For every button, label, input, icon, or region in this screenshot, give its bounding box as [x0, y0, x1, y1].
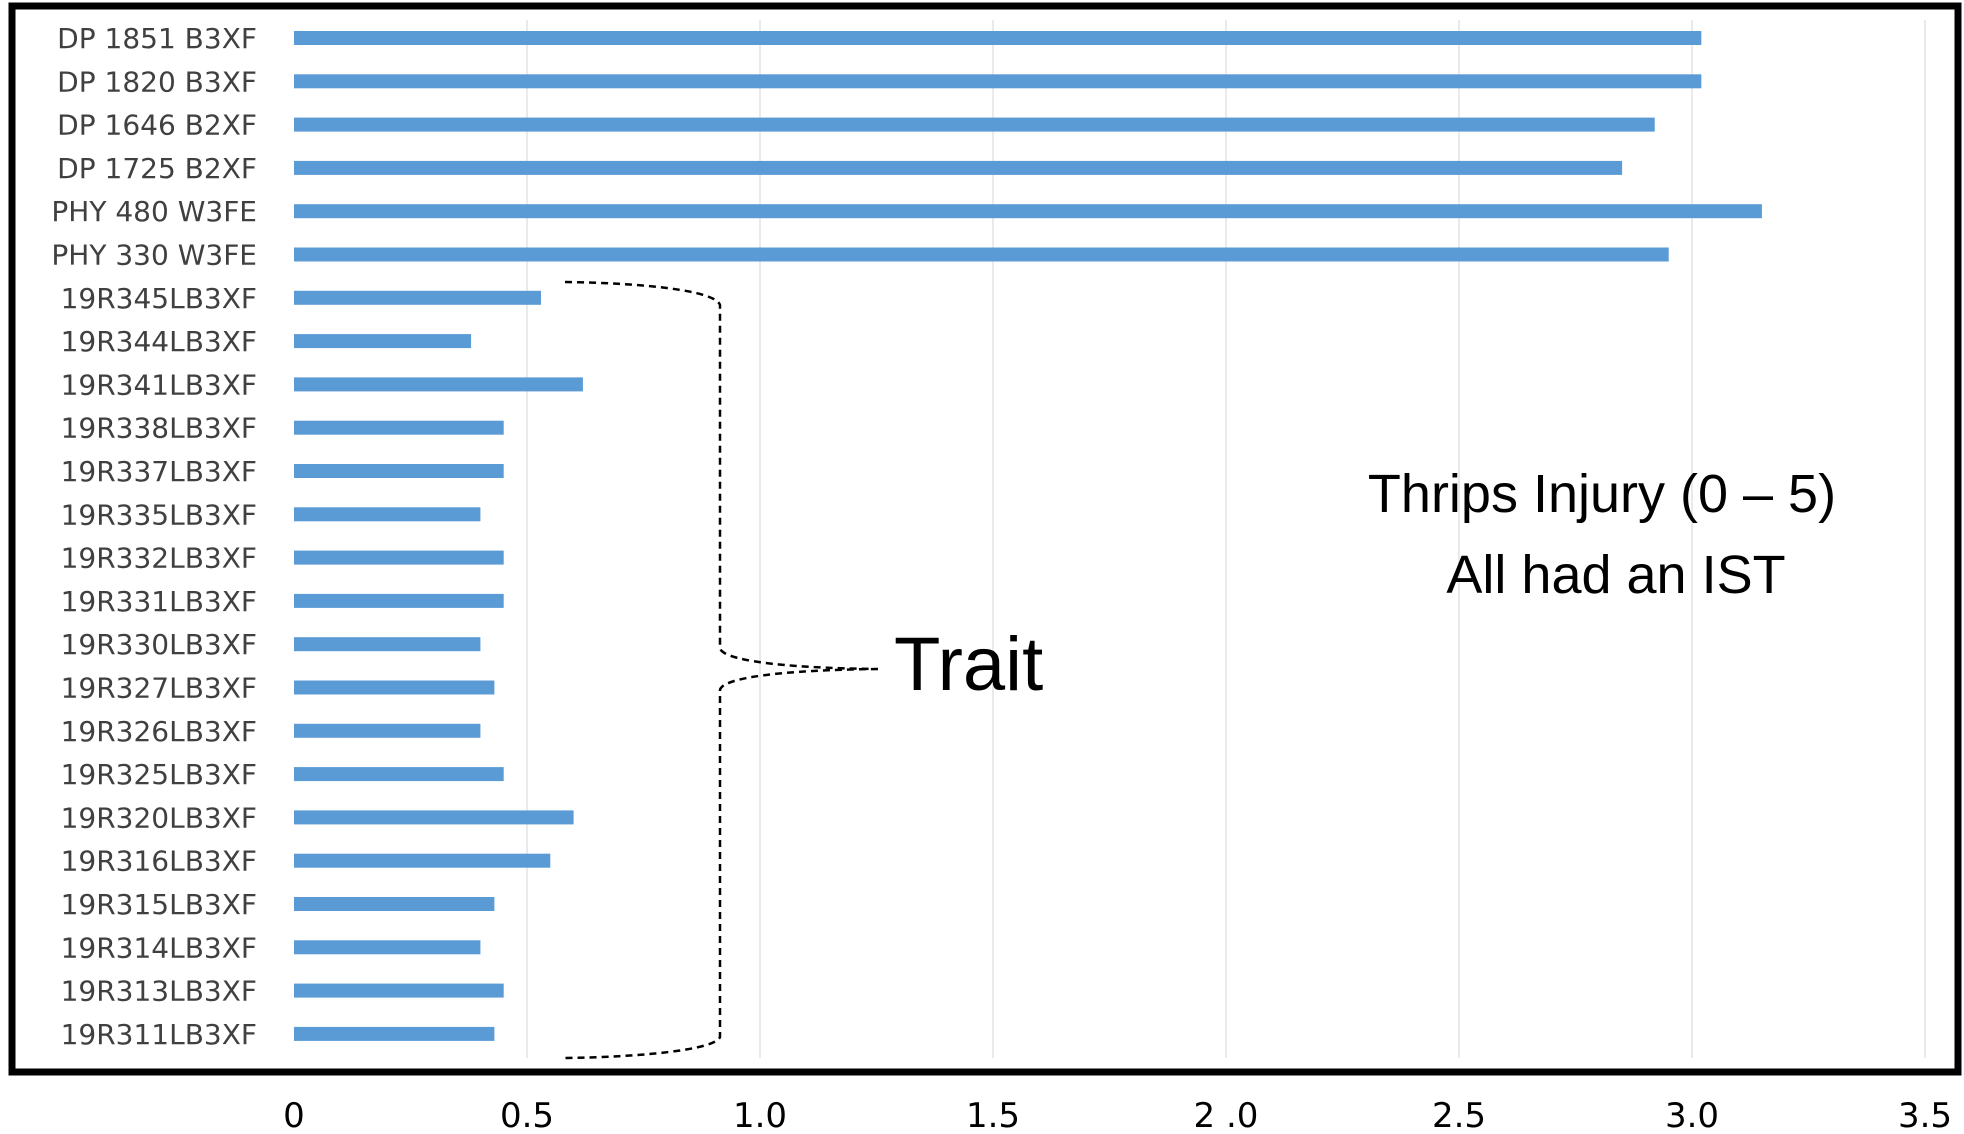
bar	[294, 377, 583, 392]
bars	[294, 31, 1762, 1041]
category-label: DP 1851 B3XF	[57, 22, 257, 55]
bar	[294, 593, 504, 608]
bar	[294, 1026, 495, 1041]
x-tick-label: 3.5	[1898, 1096, 1952, 1134]
x-tick-label: 3.0	[1665, 1096, 1719, 1134]
category-label: 19R325LB3XF	[61, 758, 257, 791]
bar	[294, 464, 504, 478]
bar	[294, 247, 1669, 262]
brace-label: Trait	[894, 622, 1043, 707]
bar	[294, 204, 1762, 219]
category-label: 19R337LB3XF	[61, 455, 257, 488]
category-label: 19R326LB3XF	[61, 715, 257, 748]
bar	[294, 160, 1623, 175]
x-tick-labels: 0 0.5 1.0 1.5 2 .0 2.5 3.0 3.5	[283, 1096, 1952, 1134]
annotation-line-1: Thrips Injury (0 – 5)	[1368, 464, 1836, 524]
bar	[294, 723, 481, 738]
category-label: 19R314LB3XF	[61, 931, 257, 964]
category-labels: DP 1851 B3XF DP 1820 B3XF DP 1646 B2XF DP 1…	[51, 22, 257, 1051]
category-label: 19R335LB3XF	[61, 498, 257, 531]
x-tick-label: 1.0	[733, 1096, 787, 1134]
bar	[294, 983, 504, 998]
x-tick-label: 2.5	[1432, 1096, 1486, 1134]
bar	[294, 810, 574, 825]
bar	[294, 507, 481, 522]
annotation-line-2: All had an IST	[1446, 545, 1785, 605]
x-tick-label: 2 .0	[1194, 1096, 1259, 1134]
bar	[294, 74, 1702, 89]
category-label: 19R330LB3XF	[61, 628, 257, 661]
category-label: 19R327LB3XF	[61, 672, 257, 705]
category-label: 19R345LB3XF	[61, 282, 257, 315]
category-label: 19R313LB3XF	[61, 975, 257, 1008]
category-label: 19R315LB3XF	[61, 888, 257, 921]
category-label: 19R341LB3XF	[61, 368, 257, 401]
category-label: 19R311LB3XF	[61, 1018, 257, 1051]
category-label: DP 1646 B2XF	[57, 109, 257, 142]
chart-frame	[8, 2, 1962, 1076]
bar	[294, 853, 551, 868]
trait-brace	[564, 280, 879, 1060]
bar	[294, 31, 1702, 45]
bar	[294, 550, 504, 565]
category-label: PHY 330 W3FE	[51, 239, 257, 272]
bar	[294, 290, 541, 305]
category-label: 19R331LB3XF	[61, 585, 257, 618]
category-label: 19R316LB3XF	[61, 845, 257, 878]
category-label: DP 1725 B2XF	[57, 152, 257, 185]
bar	[294, 117, 1655, 132]
category-label: 19R338LB3XF	[61, 412, 257, 445]
category-label: 19R320LB3XF	[61, 801, 257, 834]
bar	[294, 637, 481, 652]
bar	[294, 680, 495, 695]
x-tick-label: 1.5	[966, 1096, 1020, 1134]
bar	[294, 420, 504, 435]
bar	[294, 767, 504, 782]
category-label: 19R332LB3XF	[61, 542, 257, 575]
category-label: DP 1820 B3XF	[57, 65, 257, 98]
x-tick-label: 0	[283, 1096, 305, 1134]
bar	[294, 897, 495, 911]
bar	[294, 334, 472, 349]
gridlines	[526, 20, 1926, 1058]
category-label: PHY 480 W3FE	[51, 195, 257, 228]
x-tick-label: 0.5	[500, 1096, 554, 1134]
category-label: 19R344LB3XF	[61, 325, 257, 358]
bar	[294, 940, 481, 955]
